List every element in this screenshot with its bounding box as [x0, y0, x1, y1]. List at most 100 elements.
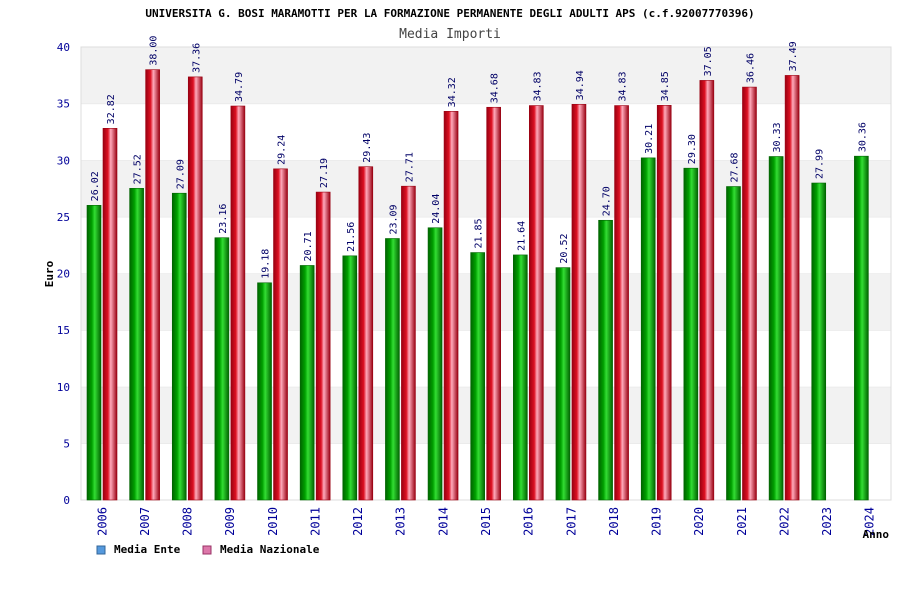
bar-ente [385, 238, 400, 501]
bar-ente [342, 255, 358, 501]
bar-ente-value-label: 21.85 [474, 218, 485, 248]
y-axis-label: Euro [43, 260, 56, 287]
bar-nazionale-value-label: 34.32 [447, 77, 458, 107]
bar-ente [768, 156, 784, 501]
bar-ente-value-label: 29.30 [687, 134, 698, 164]
bar-nazionale-value-label: 37.36 [191, 43, 202, 73]
bar-ente [640, 157, 656, 501]
x-tick-label: 2018 [607, 507, 621, 536]
bar-nazionale [102, 128, 118, 501]
x-tick-label: 2019 [650, 507, 664, 536]
bar-nazionale-value-label: 37.05 [703, 46, 714, 76]
y-tick-label: 30 [57, 154, 70, 167]
bar-nazionale [742, 86, 757, 501]
bar-ente [470, 252, 485, 501]
bar-ente-value-label: 27.09 [175, 159, 186, 189]
y-tick-label: 5 [63, 437, 70, 450]
y-axis-ticks: 0 5 10 15 20 25 30 35 40 [57, 41, 70, 507]
x-tick-label: 2024 [863, 507, 877, 536]
legend-label-ente: Media Ente [114, 543, 181, 556]
bar-ente-value-label: 20.71 [303, 231, 314, 261]
y-tick-label: 0 [63, 494, 70, 507]
legend-swatch-ente [96, 545, 106, 555]
bar-ente [299, 265, 315, 501]
bar-ente [513, 254, 528, 501]
x-axis-ticks: 2006 2007 2008 2009 2010 2011 2012 2013 2014 2015… [95, 507, 876, 536]
x-tick-label: 2021 [735, 507, 749, 536]
x-tick-label: 2013 [394, 507, 408, 536]
bar-nazionale [614, 105, 629, 501]
x-tick-label: 2010 [266, 507, 280, 536]
bar-ente-value-label: 24.04 [431, 194, 442, 224]
plot-frame [80, 46, 892, 501]
bar-ente [214, 237, 230, 501]
bar-ente-value-label: 20.52 [559, 234, 570, 264]
x-tick-label: 2007 [138, 507, 152, 536]
x-tick-label: 2012 [351, 507, 365, 536]
bar-nazionale [486, 106, 501, 501]
y-tick-label: 25 [57, 211, 70, 224]
bar-ente-value-label: 27.99 [815, 149, 826, 179]
bar-nazionale [187, 76, 203, 501]
y-tick-label: 35 [57, 98, 70, 111]
bar-ente-value-label: 30.33 [772, 122, 783, 152]
x-tick-label: 2017 [564, 507, 578, 536]
bar-ente [171, 192, 187, 501]
bars: 26.02 32.82 27.52 38.00 27.09 37.36 23.16 34.79… [86, 36, 869, 501]
bar-ente-value-label: 24.70 [602, 186, 613, 216]
y-tick-label: 20 [57, 268, 70, 281]
bar-nazionale [443, 111, 459, 501]
bar-ente [257, 282, 272, 501]
bar-ente [854, 155, 869, 501]
x-tick-label: 2022 [777, 507, 791, 536]
bar-nazionale [273, 168, 288, 501]
bar-ente [683, 167, 699, 501]
bar-ente [726, 186, 741, 501]
bar-ente [555, 267, 571, 501]
legend-swatch-nazionale [202, 545, 212, 555]
bar-ente-value-label: 21.64 [516, 221, 527, 251]
bar-nazionale-value-label: 34.83 [618, 71, 629, 101]
bar-ente-value-label: 27.52 [133, 154, 144, 184]
bar-ente-value-label: 27.68 [729, 152, 740, 182]
bar-ente [427, 227, 443, 501]
bar-nazionale [529, 105, 544, 501]
bar-nazionale [401, 185, 416, 501]
x-tick-label: 2011 [308, 507, 322, 536]
bar-nazionale-value-label: 34.79 [234, 72, 245, 102]
bar-ente-value-label: 21.56 [346, 222, 357, 252]
legend-label-nazionale: Media Nazionale [220, 543, 320, 556]
x-tick-label: 2016 [522, 507, 536, 536]
chart-title: UNIVERSITA G. BOSI MARAMOTTI PER LA FORM… [145, 7, 754, 20]
bar-ente-value-label: 19.18 [261, 249, 272, 279]
bar-ente-value-label: 30.36 [857, 122, 868, 152]
x-tick-label: 2023 [820, 507, 834, 536]
y-tick-label: 10 [57, 381, 70, 394]
bar-nazionale-value-label: 34.83 [532, 71, 543, 101]
legend: Media Ente Media Nazionale [96, 543, 320, 556]
bar-nazionale [358, 166, 374, 501]
y-tick-label: 15 [57, 324, 70, 337]
x-tick-label: 2014 [436, 507, 450, 536]
bar-ente [86, 205, 102, 501]
bar-nazionale-value-label: 37.49 [788, 41, 799, 71]
x-tick-label: 2006 [95, 507, 109, 536]
bar-ente [811, 182, 827, 501]
chart-subtitle: Media Importi [399, 27, 501, 42]
bar-ente-value-label: 23.09 [388, 204, 399, 234]
bar-nazionale-value-label: 27.71 [404, 152, 415, 182]
bar-nazionale-value-label: 34.68 [490, 73, 501, 103]
bar-nazionale-value-label: 34.94 [575, 70, 586, 100]
x-tick-label: 2015 [479, 507, 493, 536]
x-axis-label: Anno [863, 528, 890, 541]
bar-nazionale-value-label: 34.85 [660, 71, 671, 101]
bar-nazionale [656, 105, 672, 501]
bar-nazionale [145, 69, 160, 501]
bar-nazionale [315, 191, 331, 501]
y-tick-label: 40 [57, 41, 70, 54]
bar-nazionale-value-label: 29.24 [277, 135, 288, 165]
bar-nazionale [230, 105, 246, 501]
bar-ente-value-label: 23.16 [218, 204, 229, 234]
